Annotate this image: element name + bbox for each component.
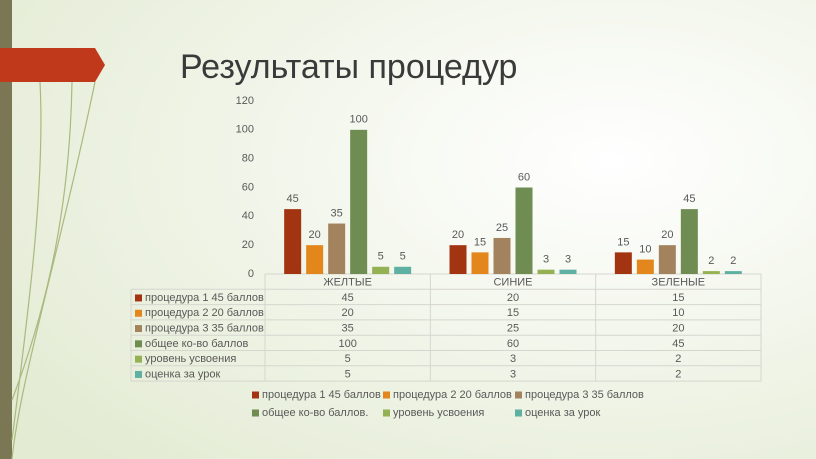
data-label: 3 [565, 254, 571, 266]
title-accent [0, 48, 105, 82]
chart-title: Результаты процедур [180, 48, 517, 86]
table-row-label: процедура 2 20 баллов [145, 307, 264, 319]
data-label: 20 [452, 229, 464, 241]
table-row-label: уровень усвоения [145, 353, 236, 365]
data-label: 20 [661, 229, 673, 241]
table-cell: 20 [342, 307, 354, 319]
bar [328, 223, 346, 274]
data-label: 35 [331, 207, 343, 219]
data-label: 25 [496, 222, 508, 234]
table-cell: 45 [342, 292, 354, 304]
table-cell: 100 [338, 338, 356, 350]
legend-key [252, 391, 259, 399]
table-key [135, 325, 142, 333]
y-tick-label: 100 [236, 124, 254, 136]
y-tick-label: 120 [236, 95, 254, 107]
x-tick-label: СИНИЕ [493, 277, 532, 289]
y-tick-label: 0 [248, 268, 254, 280]
table-row-label: оценка за урок [145, 368, 221, 380]
legend-key [252, 409, 259, 417]
data-label: 20 [309, 229, 321, 241]
bar [680, 209, 698, 274]
data-label: 10 [639, 243, 651, 255]
data-label: 15 [474, 236, 486, 248]
bar [537, 269, 555, 274]
data-label: 5 [400, 251, 406, 263]
bar [493, 237, 511, 274]
table-row-label: процедура 3 35 баллов [145, 322, 264, 334]
table-cell: 35 [342, 322, 354, 334]
table-key [135, 355, 142, 363]
table-row-label: общее ко-во баллов [145, 338, 248, 350]
bar [658, 245, 676, 274]
y-tick-label: 20 [242, 239, 254, 251]
table-cell: 10 [672, 307, 684, 319]
side-bar [0, 0, 12, 459]
bar [350, 129, 368, 274]
legend-label: оценка за урок [525, 407, 601, 419]
table-cell: 25 [507, 322, 519, 334]
x-tick-label: ЖЕЛТЫЕ [323, 277, 372, 289]
table-key [135, 370, 142, 378]
data-label: 5 [378, 251, 384, 263]
decor-curves [11, 81, 96, 459]
bar [724, 271, 742, 274]
bar [702, 271, 720, 274]
table-cell: 5 [345, 353, 351, 365]
table-cell: 20 [672, 322, 684, 334]
legend-label: уровень усвоения [393, 407, 484, 419]
legend-label: процедура 2 20 баллов [393, 389, 512, 401]
bar [306, 245, 324, 274]
table-cell: 60 [507, 338, 519, 350]
table-cell: 3 [510, 368, 516, 380]
table-cell: 15 [507, 307, 519, 319]
table-cell: 3 [510, 353, 516, 365]
table-cell: 2 [675, 368, 681, 380]
legend-label: процедура 3 35 баллов [525, 389, 644, 401]
bar [471, 252, 489, 274]
data-label: 100 [349, 114, 367, 126]
y-tick-label: 80 [242, 153, 254, 165]
data-label: 15 [617, 236, 629, 248]
bar [284, 209, 302, 274]
bar [559, 269, 577, 274]
bar [449, 245, 467, 274]
legend-key [383, 391, 390, 399]
table-cell: 5 [345, 368, 351, 380]
table-key [135, 309, 142, 317]
data-label: 45 [683, 193, 695, 205]
table-cell: 15 [672, 292, 684, 304]
bar [372, 266, 390, 274]
table-cell: 45 [672, 338, 684, 350]
legend-key [515, 391, 522, 399]
x-tick-label: ЗЕЛЕНЫЕ [652, 277, 706, 289]
data-label: 60 [518, 171, 530, 183]
bar [614, 252, 632, 274]
legend-key [515, 409, 522, 417]
bar [394, 266, 412, 274]
y-tick-label: 40 [242, 210, 254, 222]
legend-label: общее ко-во баллов. [262, 407, 368, 419]
bar [636, 259, 654, 274]
table-cell: 2 [675, 353, 681, 365]
table-row-label: процедура 1 45 баллов [145, 292, 264, 304]
legend-label: процедура 1 45 баллов [262, 389, 381, 401]
data-label: 2 [708, 255, 714, 267]
bar [515, 187, 533, 274]
table-cell: 20 [507, 292, 519, 304]
table-key [135, 294, 142, 302]
legend-key [383, 409, 390, 417]
data-label: 2 [730, 255, 736, 267]
data-label: 45 [287, 193, 299, 205]
data-label: 3 [543, 254, 549, 266]
table-key [135, 340, 142, 348]
y-tick-label: 60 [242, 181, 254, 193]
